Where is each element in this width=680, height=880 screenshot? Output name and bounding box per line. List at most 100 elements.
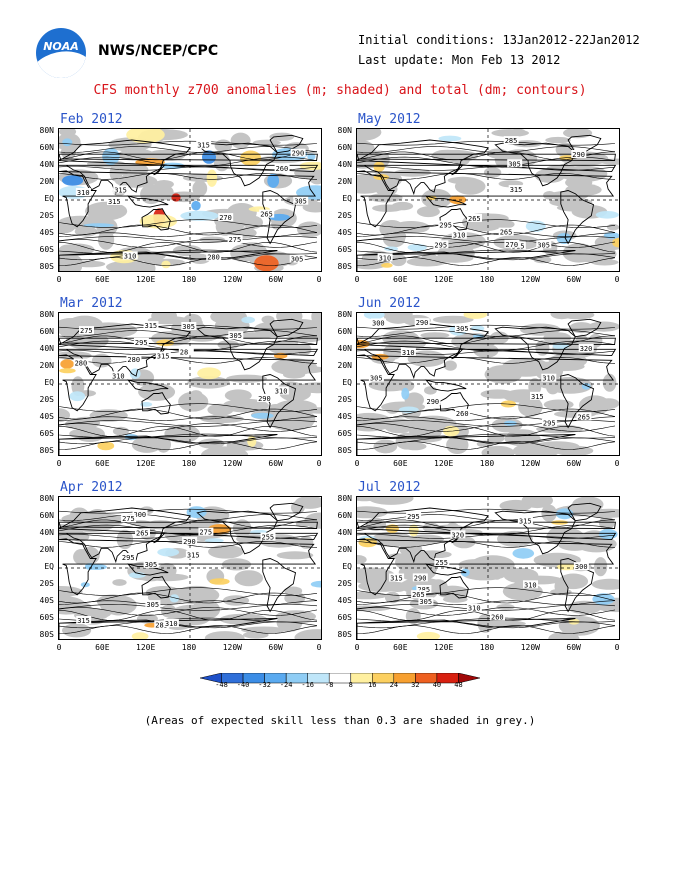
map-panel: 290295305310315310305315285295270265265 [356, 128, 620, 272]
contour-label: 290 [416, 319, 429, 327]
low-skill-area [563, 129, 593, 139]
contour-label: 285 [155, 621, 168, 629]
low-skill-area [208, 544, 244, 559]
contour-label: 310 [112, 372, 125, 380]
height-contour [59, 587, 318, 597]
lat-tick-label: 80S [337, 446, 352, 455]
contour-label-bg [289, 254, 305, 263]
lat-tick-label: 60S [39, 245, 54, 254]
colorbar-label: -32 [258, 681, 271, 689]
height-contour [59, 604, 318, 611]
height-contour [59, 146, 318, 153]
lat-tick-label: 20S [337, 579, 352, 588]
contour-label-bg [259, 209, 275, 218]
coastline [567, 318, 602, 338]
low-skill-area [491, 129, 529, 137]
height-contour [59, 408, 318, 420]
contour-label-bg [498, 227, 514, 236]
low-skill-area [261, 315, 275, 324]
coastline [196, 326, 278, 371]
lat-tick-label: 80S [39, 446, 54, 455]
height-contour [59, 335, 317, 345]
low-skill-area [545, 136, 571, 144]
contour-label: 305 [146, 601, 159, 609]
low-skill-area [106, 260, 151, 271]
lon-tick-label: 0 [354, 643, 360, 652]
anomaly-area [408, 524, 419, 537]
low-skill-area [429, 579, 448, 595]
low-skill-area [548, 190, 589, 201]
low-skill-area [222, 398, 269, 413]
lat-tick-label: 80S [337, 262, 352, 271]
contour-label: 305 [291, 256, 304, 264]
lat-tick-label: EQ [342, 562, 352, 571]
contour-label: 310 [77, 189, 90, 197]
coastline [59, 170, 317, 228]
lat-tick-label: 40N [39, 160, 54, 169]
map-panel: 290 295 300 305 310 315 320 310 305 290 265 260 [356, 312, 620, 456]
low-skill-area [528, 378, 542, 396]
anomaly-area [407, 243, 427, 251]
contour-label: 295 [122, 554, 135, 562]
contour-label-bg [454, 324, 470, 332]
low-skill-area [192, 180, 208, 197]
coastline [141, 392, 171, 415]
contour-label: 320 [580, 345, 593, 353]
anomaly-area [449, 195, 467, 205]
lat-tick-label: 20N [337, 545, 352, 554]
low-skill-area [294, 629, 321, 639]
low-skill-area [62, 623, 92, 638]
contour-label-bg [377, 253, 393, 262]
low-skill-area [452, 536, 476, 549]
low-skill-area [286, 323, 321, 343]
height-contour [59, 416, 318, 422]
anomaly-area [161, 260, 171, 269]
contour-label: 310 [402, 349, 415, 357]
contour-label-bg [433, 240, 449, 249]
low-skill-area [481, 445, 515, 455]
coastline [567, 134, 602, 154]
height-contour [357, 232, 616, 238]
contour-label-bg [389, 573, 405, 582]
contour-label: 310 [453, 232, 466, 240]
lon-tick-label: 0 [56, 275, 62, 284]
contour-label: 265 [577, 413, 590, 421]
low-skill-area [558, 538, 592, 551]
skill-footnote: (Areas of expected skill less than 0.3 a… [144, 714, 536, 727]
height-contour [59, 607, 318, 616]
low-skill-area [548, 353, 588, 369]
low-skill-area [390, 253, 407, 267]
height-contour [357, 423, 616, 432]
contour-label-bg [530, 391, 545, 400]
low-skill-area [276, 613, 303, 632]
contour-label-bg [490, 612, 505, 621]
low-skill-area [243, 631, 269, 639]
anomaly-area [140, 402, 153, 407]
lon-tick-label: 0 [614, 459, 620, 468]
lat-tick-label: EQ [44, 562, 54, 571]
low-skill-area [424, 386, 437, 395]
contour-label-bg [121, 514, 137, 523]
anomaly-area [525, 220, 546, 232]
contour-label-bg [133, 337, 149, 346]
low-skill-area [561, 313, 595, 320]
contour-label: 295 [434, 241, 447, 249]
anomaly-area [62, 138, 73, 147]
low-skill-area [89, 409, 128, 422]
contour-label: 305 [370, 375, 383, 383]
low-skill-area [287, 365, 321, 374]
lon-tick-label: 120E [136, 275, 156, 284]
lon-tick-label: 120W [520, 459, 540, 468]
contour-label: 305 [145, 561, 158, 569]
contour-label-bg [227, 235, 243, 244]
contour-label: 305 [229, 332, 242, 340]
lon-tick-label: 0 [354, 459, 360, 468]
contour-label-bg [573, 562, 589, 571]
lat-tick-label: 60S [337, 429, 352, 438]
low-skill-area [512, 140, 542, 148]
contour-label: 295 [407, 513, 420, 521]
contour-label: 315 [510, 186, 523, 194]
lat-tick-label: 20S [337, 211, 352, 220]
contour-label: 300 [134, 511, 147, 519]
